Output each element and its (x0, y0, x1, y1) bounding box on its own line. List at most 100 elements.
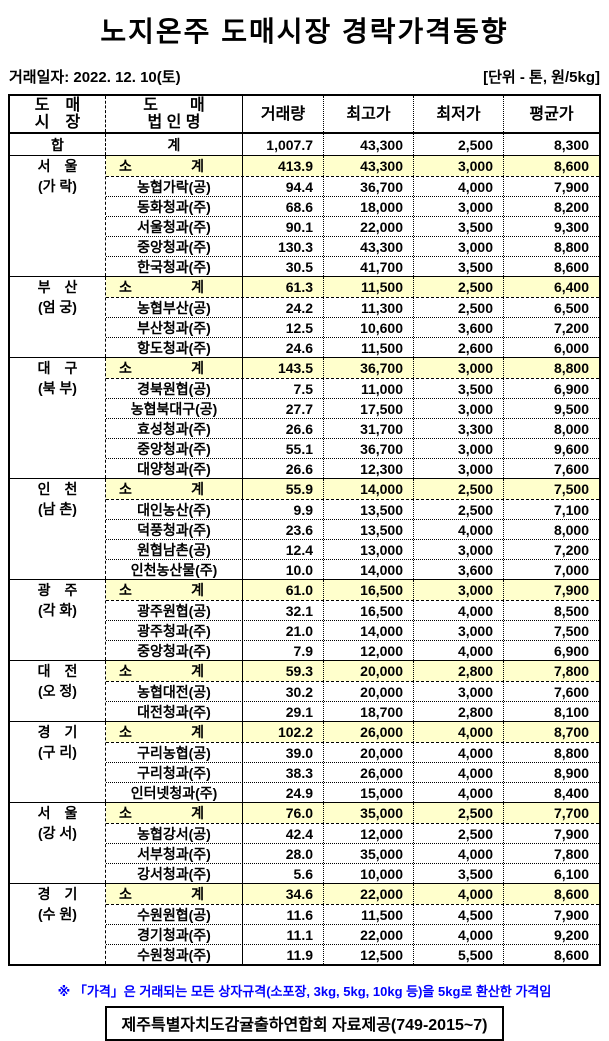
total-volume-cell: 1,007.7 (243, 134, 324, 155)
volume-cell: 30.5 (243, 257, 324, 276)
low-price-cell: 2,800 (414, 661, 504, 681)
avg-price-cell: 7,700 (553, 805, 589, 821)
high-price-cell: 13,500 (324, 520, 414, 539)
volume-cell: 11.6 (243, 905, 324, 924)
avg-price-cell: 7,600 (553, 683, 589, 700)
table-row: 농협대전(공) 30.2 20,000 3,000 7,600 (106, 681, 599, 701)
volume-cell: 11.1 (243, 925, 324, 944)
subtotal-label-left: 소 (119, 158, 132, 174)
low-price-cell: 3,000 (414, 682, 504, 701)
market-group: 대 구 (북 부) 소 계 143.5 36,700 3,000 8,800 경북원협(공) 7.… (10, 357, 599, 478)
avg-price-cell: 6,400 (553, 279, 589, 295)
avg-price-cell: 7,000 (553, 561, 589, 578)
group-rows: 소 계 76.0 35,000 2,500 7,700 농협강서(공) 42.4 12,000 2… (106, 803, 599, 883)
high-price-cell: 13,000 (324, 540, 414, 559)
market-branch: (강 서) (38, 825, 77, 841)
subtotal-label-right: 계 (191, 663, 204, 679)
low-price-cell: 3,000 (414, 358, 504, 378)
table-row: 구리농협(공) 39.0 20,000 4,000 8,800 (106, 742, 599, 762)
corp-cell: 중앙청과(주) (106, 237, 243, 256)
table-row: 효성청과(주) 26.6 31,700 3,300 8,000 (106, 418, 599, 438)
corp-cell: 농협대전(공) (106, 682, 243, 701)
table-row: 부산청과(주) 12.5 10,600 3,600 7,200 (106, 317, 599, 337)
high-price-cell: 20,000 (324, 661, 414, 681)
col-header-market: 도 매 시 장 (10, 96, 106, 132)
avg-price-cell: 6,000 (553, 339, 589, 356)
corp-cell: 수원원협(공) (106, 905, 243, 924)
subtotal-label-right: 계 (191, 805, 204, 821)
table-row: 대전청과(주) 29.1 18,700 2,800 8,100 (106, 701, 599, 721)
market-cell: 경 기 (구 리) (10, 722, 106, 802)
volume-cell: 24.6 (243, 338, 324, 357)
table-row: 덕풍청과(주) 23.6 13,500 4,000 8,000 (106, 519, 599, 539)
avg-price-cell: 7,900 (553, 825, 589, 842)
corp-cell: 대인농산(주) (106, 500, 243, 519)
high-price-cell: 15,000 (324, 783, 414, 802)
low-price-cell: 3,000 (414, 237, 504, 256)
avg-price-cell: 8,100 (553, 703, 589, 720)
table-row: 항도청과(주) 24.6 11,500 2,600 6,000 (106, 337, 599, 357)
avg-price-cell: 9,200 (553, 926, 589, 943)
low-price-cell: 4,000 (414, 763, 504, 782)
high-price-cell: 18,000 (324, 197, 414, 216)
low-price-cell: 3,000 (414, 197, 504, 216)
market-name: 경 기 (37, 724, 78, 740)
high-price-cell: 10,000 (324, 864, 414, 883)
subtotal-label-left: 소 (119, 663, 132, 679)
volume-cell: 55.1 (243, 439, 324, 458)
source-box: 제주특별자치도감귤출하연합회 자료제공(749-2015~7) (104, 1006, 505, 1041)
avg-price-cell: 9,500 (553, 400, 589, 417)
col-header-market-line2: 시 장 (34, 114, 81, 131)
avg-price-cell: 6,100 (553, 865, 589, 882)
low-price-cell: 2,500 (414, 824, 504, 843)
volume-cell: 12.4 (243, 540, 324, 559)
market-group: 경 기 (구 리) 소 계 102.2 26,000 4,000 8,700 구리농협(공) 39… (10, 721, 599, 802)
market-cell: 서 울 (강 서) (10, 803, 106, 883)
avg-price-cell: 7,100 (553, 501, 589, 518)
low-price-cell: 4,500 (414, 905, 504, 924)
high-price-cell: 36,700 (324, 177, 414, 196)
avg-price-cell: 8,800 (553, 360, 589, 376)
low-price-cell: 4,000 (414, 641, 504, 660)
table-row: 동화청과(주) 68.6 18,000 3,000 8,200 (106, 196, 599, 216)
market-branch: (각 화) (38, 602, 77, 618)
group-rows: 소 계 55.9 14,000 2,500 7,500 대인농산(주) 9.9 13,500 2,… (106, 479, 599, 579)
subtotal-label-left: 소 (119, 805, 132, 821)
corp-cell: 강서청과(주) (106, 864, 243, 883)
high-price-cell: 43,300 (324, 237, 414, 256)
avg-price-cell: 8,800 (553, 744, 589, 761)
total-avg-cell: 8,300 (553, 136, 589, 153)
corp-cell: 구리농협(공) (106, 743, 243, 762)
low-price-cell: 3,500 (414, 217, 504, 236)
low-price-cell: 4,000 (414, 743, 504, 762)
meta-row: 거래일자: 2022. 12. 10(토) [단위 - 톤, 원/5kg] (9, 66, 600, 87)
market-branch: (수 원) (38, 906, 77, 922)
table-row: 강서청과(주) 5.6 10,000 3,500 6,100 (106, 863, 599, 883)
table-row: 대양청과(주) 26.6 12,300 3,000 7,600 (106, 458, 599, 478)
avg-price-cell: 7,500 (553, 622, 589, 639)
corp-cell: 광주원협(공) (106, 601, 243, 620)
total-market-cell: 합 (10, 134, 106, 155)
high-price-cell: 20,000 (324, 743, 414, 762)
high-price-cell: 35,000 (324, 844, 414, 863)
market-name: 인 천 (37, 481, 78, 497)
volume-cell: 11.9 (243, 945, 324, 964)
volume-cell: 23.6 (243, 520, 324, 539)
high-price-cell: 18,700 (324, 702, 414, 721)
high-price-cell: 14,000 (324, 621, 414, 640)
volume-cell: 94.4 (243, 177, 324, 196)
market-name: 서 울 (37, 805, 78, 821)
table-row: 대인농산(주) 9.9 13,500 2,500 7,100 (106, 499, 599, 519)
corp-cell: 부산청과(주) (106, 318, 243, 337)
low-price-cell: 2,500 (414, 277, 504, 297)
volume-cell: 38.3 (243, 763, 324, 782)
avg-price-cell: 7,900 (553, 178, 589, 195)
low-price-cell: 2,500 (414, 500, 504, 519)
avg-price-cell: 7,900 (553, 906, 589, 923)
table-row: 중앙청과(주) 7.9 12,000 4,000 6,900 (106, 640, 599, 660)
low-price-cell: 4,000 (414, 925, 504, 944)
subtotal-label-right: 계 (191, 279, 204, 295)
